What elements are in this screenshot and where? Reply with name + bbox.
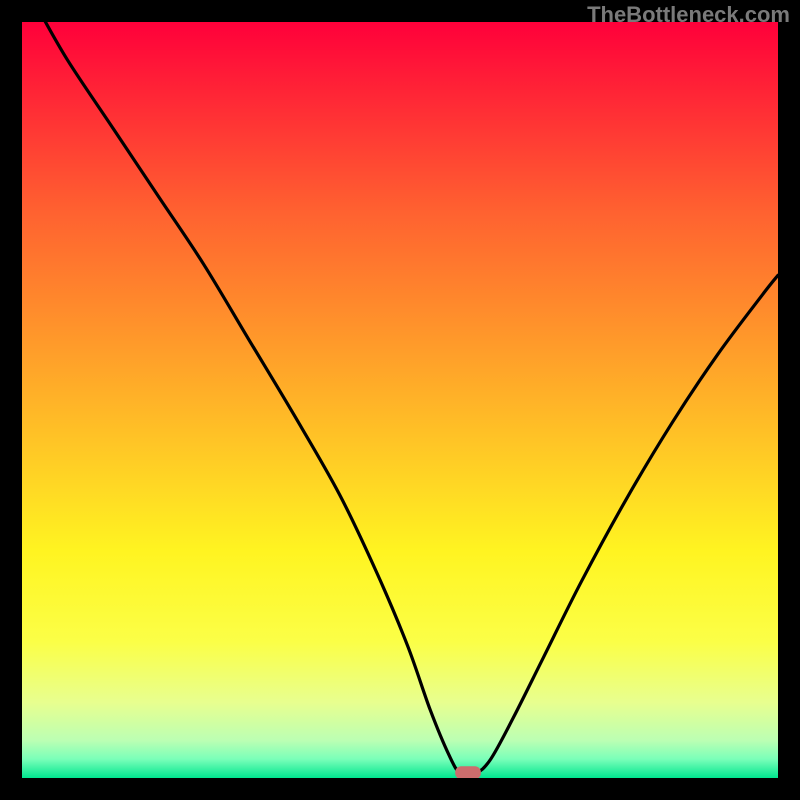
chart-svg (0, 0, 800, 800)
bottleneck-chart: TheBottleneck.com (0, 0, 800, 800)
plot-background-gradient (22, 22, 778, 778)
optimal-point-marker (455, 766, 481, 779)
